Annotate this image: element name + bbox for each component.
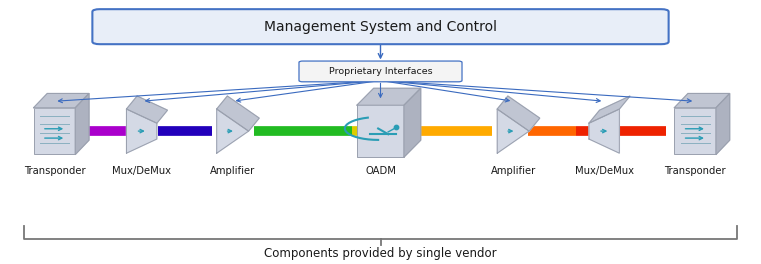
Polygon shape	[126, 96, 167, 123]
FancyBboxPatch shape	[92, 9, 669, 44]
Polygon shape	[75, 93, 89, 154]
Text: Components provided by single vendor: Components provided by single vendor	[264, 247, 497, 260]
Polygon shape	[404, 88, 421, 157]
Polygon shape	[126, 109, 157, 153]
FancyBboxPatch shape	[299, 61, 462, 82]
FancyBboxPatch shape	[357, 105, 404, 157]
Polygon shape	[716, 93, 730, 154]
Text: Amplifier: Amplifier	[210, 166, 255, 176]
Polygon shape	[497, 109, 529, 153]
Polygon shape	[33, 93, 89, 108]
Text: Transponder: Transponder	[664, 166, 726, 176]
Polygon shape	[217, 96, 260, 131]
FancyBboxPatch shape	[674, 108, 716, 154]
Polygon shape	[357, 88, 421, 105]
Polygon shape	[589, 109, 619, 153]
Text: Amplifier: Amplifier	[491, 166, 536, 176]
Text: Management System and Control: Management System and Control	[264, 20, 497, 34]
Text: Proprietary Interfaces: Proprietary Interfaces	[329, 67, 432, 76]
Polygon shape	[217, 109, 249, 153]
Polygon shape	[497, 96, 540, 131]
Point	[390, 125, 403, 129]
FancyBboxPatch shape	[33, 108, 75, 154]
Polygon shape	[674, 93, 730, 108]
Text: Mux/DeMux: Mux/DeMux	[112, 166, 171, 176]
Text: Transponder: Transponder	[24, 166, 85, 176]
Text: Mux/DeMux: Mux/DeMux	[575, 166, 634, 176]
Polygon shape	[589, 96, 630, 123]
Text: OADM: OADM	[365, 166, 396, 176]
